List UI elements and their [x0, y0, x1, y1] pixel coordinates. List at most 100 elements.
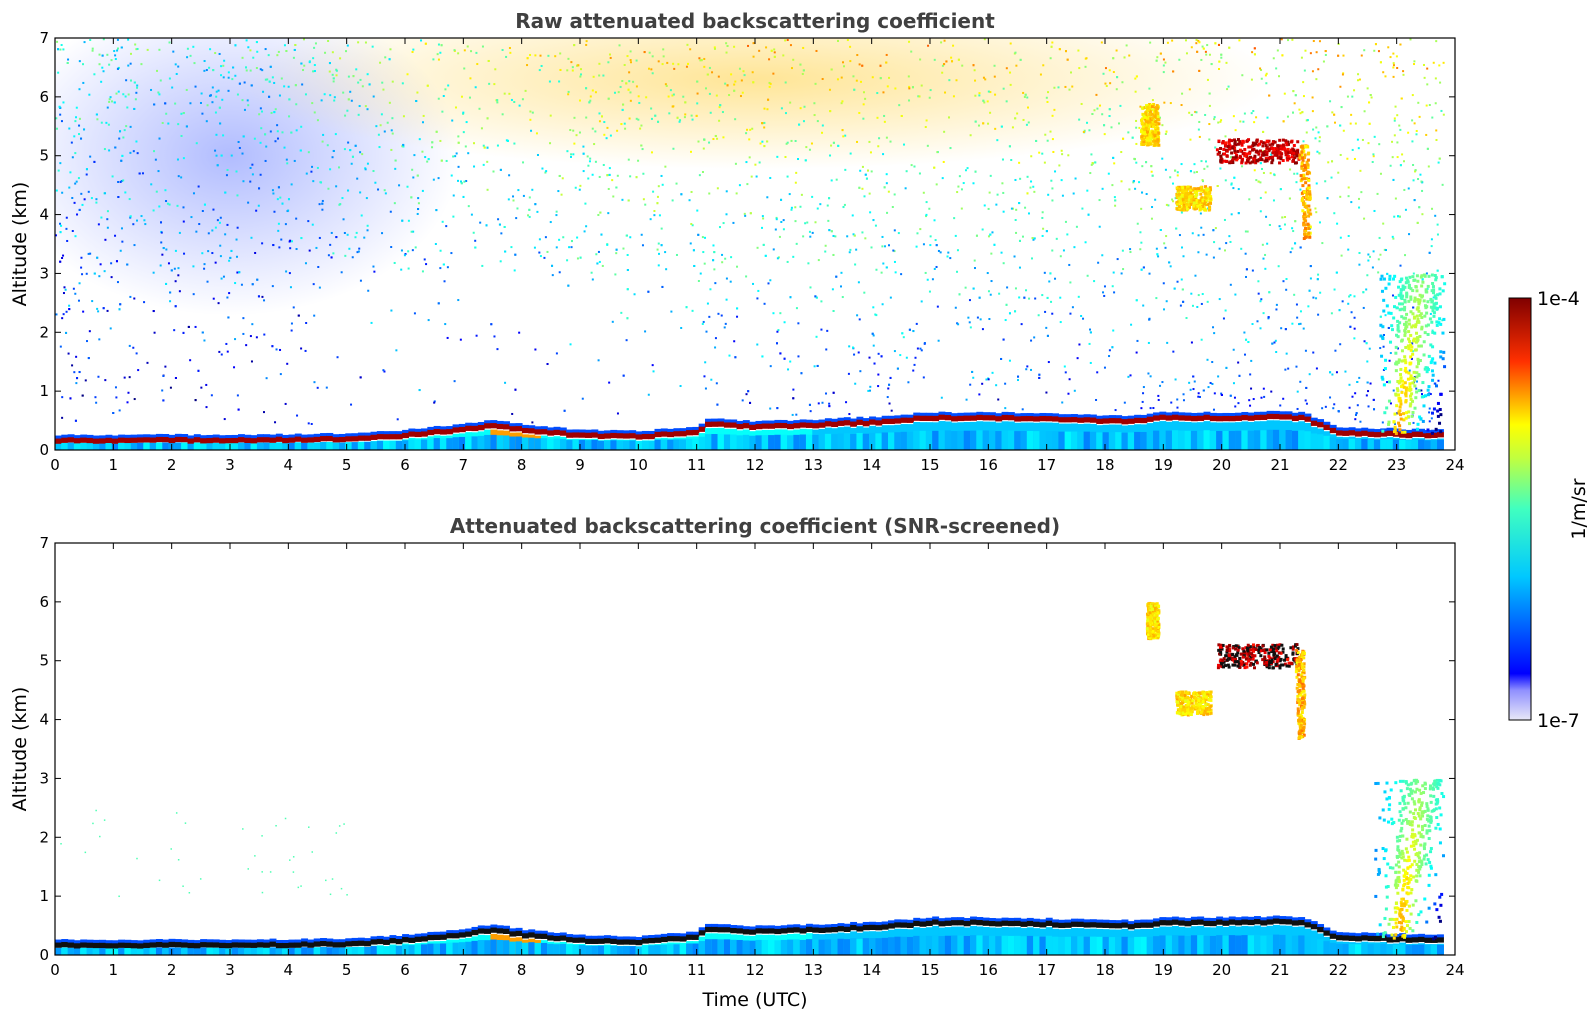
bl-column [509, 436, 517, 450]
noise-pixel [1104, 67, 1107, 70]
bl-column [465, 436, 473, 450]
noise-pixel [1339, 195, 1342, 198]
noise-pixel [129, 125, 132, 128]
noise-pixel [1197, 234, 1200, 237]
noise-pixel [137, 369, 140, 372]
noise-pixel [566, 69, 569, 72]
noise-pixel [492, 170, 495, 173]
noise-pixel [1105, 85, 1108, 88]
noise-pixel [322, 133, 325, 136]
noise-pixel [679, 385, 682, 388]
feature-pixel [1255, 159, 1259, 163]
noise-pixel [1027, 106, 1030, 109]
noise-pixel [1169, 176, 1172, 179]
noise-pixel [1201, 180, 1204, 183]
bl-top-band [1197, 415, 1205, 421]
noise-pixel [114, 234, 117, 237]
noise-pixel [1353, 337, 1356, 340]
noise-pixel [849, 45, 852, 48]
feature-pixel [1252, 156, 1256, 160]
bl-column [1354, 439, 1362, 450]
noise-pixel [835, 178, 838, 181]
noise-pixel [402, 143, 405, 146]
bl-column [326, 441, 334, 450]
noise-pixel [567, 90, 570, 93]
noise-pixel [460, 182, 463, 185]
noise-pixel [1392, 389, 1395, 392]
noise-pixel [627, 158, 630, 161]
feature-pixel [1267, 149, 1271, 153]
noise-pixel [401, 145, 404, 148]
feature-pixel [1284, 150, 1288, 154]
noise-pixel [1319, 291, 1322, 294]
noise-pixel [734, 118, 737, 121]
bl-column [92, 443, 100, 450]
noise-pixel [993, 75, 996, 78]
noise-pixel [192, 265, 195, 268]
noise-pixel [1308, 373, 1311, 376]
noise-pixel [889, 376, 892, 379]
noise-pixel [258, 187, 261, 190]
noise-pixel [1014, 310, 1017, 313]
noise-pixel [1115, 88, 1118, 91]
noise-pixel [1192, 375, 1195, 378]
noise-pixel [1013, 255, 1016, 258]
noise-pixel [989, 233, 992, 236]
noise-pixel [1237, 402, 1240, 405]
bl-top-band [231, 437, 239, 444]
noise-pixel [983, 204, 986, 207]
noise-pixel [98, 338, 101, 341]
noise-pixel [416, 212, 419, 215]
noise-pixel [220, 154, 223, 157]
noise-pixel [637, 118, 640, 121]
noise-pixel [802, 69, 805, 72]
bl-fringe [338, 433, 346, 437]
noise-pixel [1339, 343, 1342, 346]
noise-pixel [106, 53, 109, 56]
noise-pixel [703, 262, 706, 265]
noise-pixel [1315, 78, 1318, 81]
noise-pixel [1417, 101, 1420, 104]
noise-pixel [1435, 138, 1438, 141]
noise-pixel [1115, 49, 1118, 52]
noise-pixel [976, 316, 979, 319]
noise-pixel [1431, 207, 1434, 210]
noise-pixel [1412, 272, 1415, 275]
noise-pixel [885, 173, 888, 176]
bl-top-band [1077, 416, 1085, 423]
feature-pixel [1293, 161, 1297, 165]
bl-column [818, 434, 826, 450]
noise-pixel [757, 289, 760, 292]
noise-pixel [848, 413, 851, 416]
noise-pixel [538, 251, 541, 254]
noise-pixel [910, 50, 913, 53]
noise-pixel [1060, 149, 1063, 152]
noise-pixel [74, 292, 77, 295]
noise-pixel [1108, 69, 1111, 72]
noise-pixel [871, 332, 874, 335]
noise-pixel [284, 223, 287, 226]
noise-pixel [272, 244, 275, 247]
noise-pixel [203, 339, 206, 342]
noise-pixel [673, 67, 676, 70]
noise-pixel [1309, 265, 1312, 268]
noise-pixel [60, 44, 63, 47]
noise-pixel [1000, 251, 1003, 254]
noise-pixel [1213, 241, 1216, 244]
bl-fringe [673, 428, 681, 432]
noise-pixel [1391, 140, 1394, 143]
feature-pixel [1149, 137, 1153, 141]
noise-pixel [712, 138, 715, 141]
noise-pixel [283, 85, 286, 88]
noise-pixel [136, 86, 139, 89]
noise-pixel [941, 177, 944, 180]
bl-fringe [225, 435, 233, 439]
noise-pixel [1161, 381, 1164, 384]
bl-top-band [566, 431, 574, 438]
noise-pixel [152, 271, 155, 274]
bl-fringe [414, 428, 422, 432]
noise-pixel [390, 309, 393, 312]
bl-column [414, 439, 422, 450]
bl-fringe [421, 428, 428, 432]
noise-pixel [1121, 81, 1124, 84]
